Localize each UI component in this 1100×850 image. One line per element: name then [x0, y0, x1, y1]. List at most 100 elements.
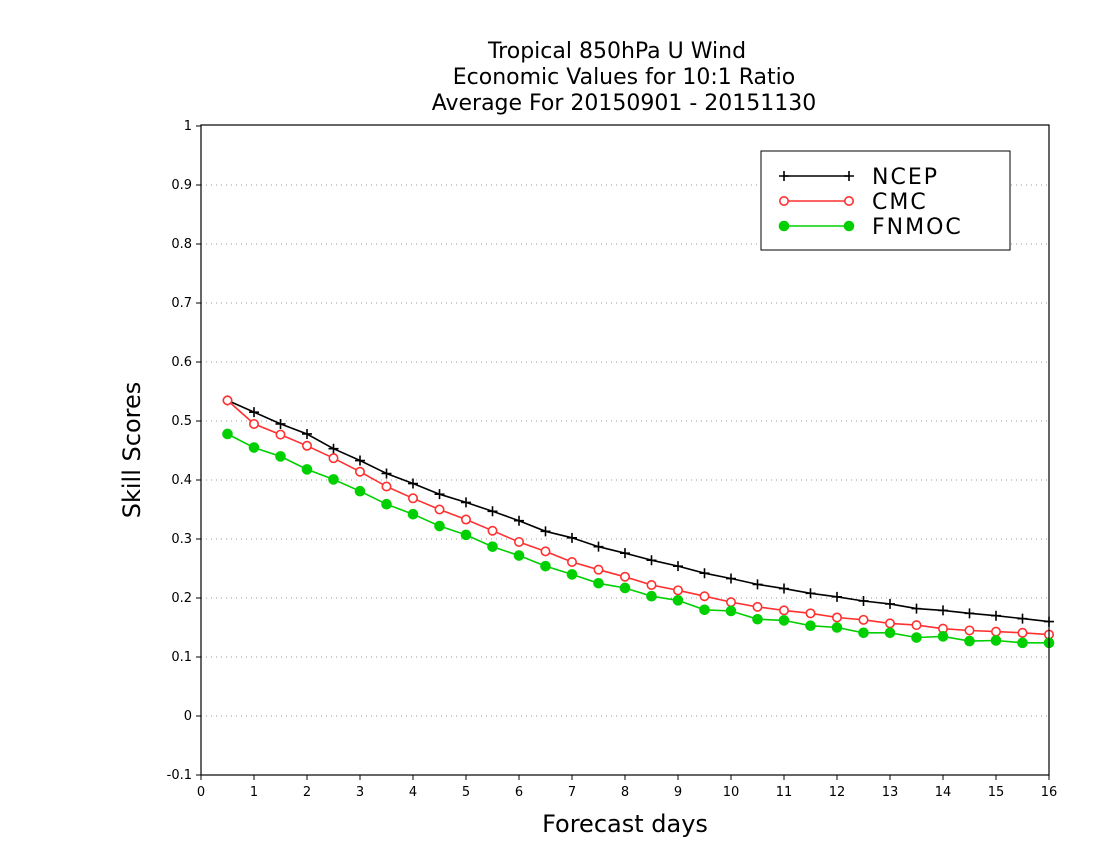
x-tick-label: 14: [935, 785, 952, 800]
data-point-cmc: [566, 557, 577, 568]
x-axis-ticks: 0 1 2 3 4 5 6 7 8 9 10 11 12 13 14 15 16: [197, 775, 1057, 800]
data-point-fnmoc: [937, 631, 949, 642]
legend-item-fnmoc: FNMOC: [778, 215, 961, 240]
y-tick-label: 0.4: [171, 473, 192, 488]
data-point-cmc: [778, 605, 789, 616]
data-point-ncep: [964, 608, 975, 619]
x-tick-label: 6: [515, 785, 523, 800]
x-tick-label: 0: [197, 785, 205, 800]
data-point-fnmoc: [619, 582, 631, 594]
data-point-cmc: [990, 626, 1001, 637]
data-point-cmc: [725, 597, 736, 608]
data-point-cmc: [354, 466, 365, 477]
y-tick-label: 0.3: [171, 532, 192, 547]
y-tick-label: 0.9: [171, 178, 192, 193]
data-point-ncep: [805, 588, 816, 599]
legend-label: CMC: [872, 190, 928, 215]
y-tick-label: 1: [184, 119, 192, 134]
data-point-fnmoc: [990, 635, 1002, 646]
data-point-ncep: [328, 443, 339, 454]
x-tick-label: 8: [621, 785, 629, 800]
data-point-fnmoc: [646, 590, 657, 602]
chart-title-line-3: Average For 20150901 - 20151130: [432, 91, 817, 116]
data-point-ncep: [567, 532, 577, 543]
series-layer: [222, 395, 1055, 649]
legend-marker-end: [844, 171, 854, 181]
data-point-fnmoc: [725, 605, 737, 617]
grid-lines: [201, 184, 1049, 717]
data-point-fnmoc: [964, 635, 975, 647]
data-point-cmc: [301, 440, 312, 451]
data-point-ncep: [302, 428, 312, 439]
data-point-ncep: [911, 603, 922, 614]
series-cmc: [222, 395, 1055, 640]
data-point-cmc: [911, 620, 922, 631]
x-tick-label: 10: [723, 785, 740, 800]
data-point-cmc: [752, 601, 763, 612]
data-point-cmc: [513, 536, 524, 547]
y-tick-label: 0: [184, 709, 192, 724]
data-point-fnmoc: [884, 627, 896, 639]
y-tick-label: 0.8: [171, 237, 192, 252]
x-tick-label: 16: [1041, 785, 1058, 800]
x-tick-label: 5: [462, 785, 470, 800]
data-point-ncep: [620, 548, 630, 559]
data-point-cmc: [381, 481, 392, 492]
data-point-fnmoc: [222, 428, 233, 440]
data-point-cmc: [699, 591, 710, 602]
data-point-ncep: [514, 515, 524, 526]
data-point-ncep: [646, 555, 657, 566]
chart-title-line-1: Tropical 850hPa U Wind: [487, 39, 746, 64]
data-point-ncep: [726, 573, 736, 584]
data-point-ncep: [355, 455, 365, 466]
series-line-ncep: [227, 399, 1050, 623]
data-point-fnmoc: [434, 520, 445, 532]
x-tick-label: 3: [356, 785, 364, 800]
chart-title-line-2: Economic Values for 10:1 Ratio: [453, 65, 795, 90]
data-point-fnmoc: [381, 498, 392, 510]
y-tick-label: 0.6: [171, 355, 192, 370]
data-point-cmc: [672, 585, 683, 596]
series-ncep: [222, 395, 1054, 627]
data-point-ncep: [408, 478, 418, 489]
data-point-fnmoc: [778, 615, 790, 626]
x-axis-label: Forecast days: [542, 810, 708, 838]
data-point-fnmoc: [1017, 637, 1028, 649]
data-point-cmc: [540, 546, 551, 557]
x-tick-label: 9: [674, 785, 682, 800]
data-point-fnmoc: [354, 485, 366, 497]
data-point-cmc: [434, 504, 445, 515]
data-point-cmc: [487, 525, 498, 536]
data-point-cmc: [275, 429, 286, 440]
data-point-ncep: [699, 568, 710, 579]
legend-label: NCEP: [872, 165, 939, 190]
data-point-cmc: [249, 418, 260, 429]
data-point-cmc: [222, 395, 233, 406]
data-point-cmc: [1017, 627, 1028, 638]
data-point-ncep: [858, 595, 869, 606]
data-point-ncep: [938, 605, 948, 616]
data-point-cmc: [328, 453, 339, 464]
data-point-fnmoc: [911, 632, 922, 643]
x-tick-label: 7: [568, 785, 576, 800]
data-point-ncep: [540, 526, 551, 537]
data-point-fnmoc: [487, 541, 498, 552]
data-point-fnmoc: [566, 569, 578, 580]
data-point-ncep: [832, 591, 842, 602]
data-point-fnmoc: [752, 613, 763, 625]
legend-marker-start: [779, 171, 789, 181]
y-tick-label: 0.5: [171, 414, 192, 429]
data-point-fnmoc: [805, 620, 816, 632]
data-point-ncep: [752, 579, 763, 590]
data-point-fnmoc: [672, 595, 684, 606]
data-point-cmc: [805, 608, 816, 619]
y-axis-ticks: -0.1 0 0.1 0.2 0.3 0.4 0.5 0.6 0.7 0.8 0.9 1: [167, 119, 201, 783]
legend-item-ncep: NCEP: [779, 165, 939, 190]
legend-marker-start: [778, 220, 790, 232]
data-point-ncep: [1017, 613, 1028, 624]
chart-title: Tropical 850hPa U Wind Economic Values f…: [432, 39, 817, 116]
data-point-fnmoc: [407, 508, 419, 520]
legend-marker-end: [843, 220, 855, 232]
